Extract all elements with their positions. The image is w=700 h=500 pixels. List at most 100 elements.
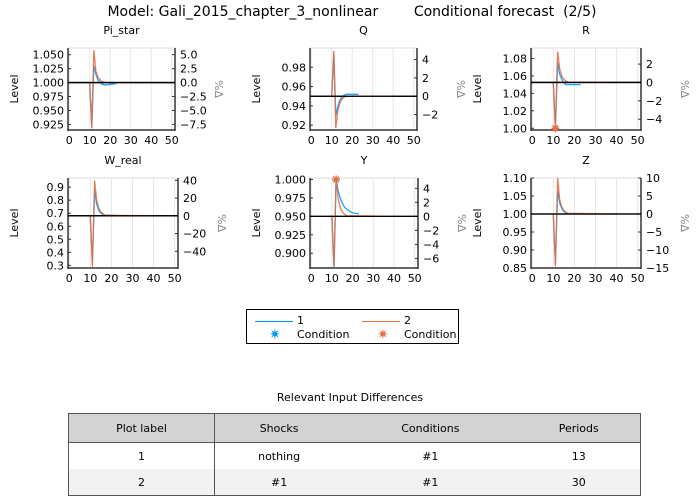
x-tick-label: 50 (165, 134, 179, 147)
y2-tick-label: −2.5 (180, 91, 207, 104)
y-tick-label: 1.02 (503, 105, 528, 118)
y2-tick-label: 0.0 (180, 77, 198, 90)
y-tick-label: 1.000 (33, 77, 65, 90)
y-tick-label: 0.6 (47, 220, 65, 233)
panel-title: W_real (104, 154, 141, 167)
x-tick-label: 20 (567, 134, 581, 147)
y2-tick-label: 4 (422, 54, 429, 67)
y-axis-label: Level (8, 208, 21, 237)
cell-periods: 30 (517, 469, 641, 496)
panel-title: Pi_star (103, 24, 140, 37)
y2-tick-label: 0 (422, 90, 429, 103)
y-tick-label: 0.975 (33, 91, 65, 104)
x-tick-label: 30 (125, 272, 139, 285)
y-tick-label: 0.3 (47, 259, 65, 272)
y-tick-label: 0.95 (503, 226, 528, 239)
y2-tick-label: −5.0 (180, 104, 207, 117)
x-tick-label: 30 (588, 134, 602, 147)
header-shocks: Shocks (214, 413, 344, 443)
y2-tick-label: 2 (646, 58, 653, 71)
y-tick-label: 0.94 (282, 100, 307, 113)
table-row: 1 nothing #1 13 (68, 442, 641, 469)
y-tick-label: 0.9 (47, 181, 65, 194)
cell-conditions: #1 (422, 449, 439, 463)
y2-tick-label: −7.5 (180, 118, 207, 131)
y2-tick-label: 10 (646, 172, 660, 185)
y-tick-label: 0.925 (275, 229, 307, 242)
x-tick-label: 10 (83, 272, 97, 285)
y2-tick-label: 0 (423, 210, 430, 223)
condition-star-icon (551, 124, 560, 133)
y2-tick-label: −10 (646, 244, 669, 257)
cell-shocks: #1 (214, 469, 344, 496)
y2-tick-label: −4 (646, 113, 662, 126)
main-title: Model: Gali_2015_chapter_3_nonlinear Con… (107, 4, 596, 20)
y2-tick-label: 2 (422, 72, 429, 85)
x-tick-label: 10 (83, 134, 97, 147)
series-line-2 (552, 51, 617, 129)
y-tick-label: 0.92 (282, 119, 307, 132)
x-tick-label: 50 (407, 134, 421, 147)
x-tick-label: 40 (144, 134, 158, 147)
y2-axis-label: %Δ (678, 214, 691, 232)
y-tick-label: 0.950 (275, 210, 307, 223)
y2-tick-label: −15 (646, 262, 669, 275)
panel-title: Z (582, 154, 590, 167)
y-tick-label: 0.7 (47, 207, 65, 220)
x-tick-label: 0 (529, 272, 536, 285)
y2-tick-label: 2.5 (180, 63, 198, 76)
y2-axis-label: %Δ (215, 214, 228, 232)
y-tick-label: 0.98 (282, 61, 307, 74)
x-tick-label: 10 (325, 134, 339, 147)
y-axis-label: Level (250, 74, 263, 103)
x-tick-label: 50 (168, 272, 182, 285)
y2-axis-label: %Δ (454, 80, 467, 98)
x-tick-label: 50 (408, 272, 422, 285)
y2-tick-label: 20 (183, 192, 197, 205)
y-axis-label: Level (471, 208, 484, 237)
legend-star-icon-1: ✷ (269, 327, 281, 343)
y-tick-label: 0.8 (47, 194, 65, 207)
y2-tick-label: −2 (423, 224, 439, 237)
y-tick-label: 0.85 (503, 262, 528, 275)
y-tick-label: 1.00 (503, 122, 528, 135)
input-differences-table: Plot label Shocks Conditions Periods 1 n… (68, 413, 641, 496)
y-tick-label: 1.00 (503, 208, 528, 221)
condition-star-icon (332, 175, 341, 184)
y2-tick-label: −2 (646, 95, 662, 108)
y2-axis-label: %Δ (212, 80, 225, 98)
x-tick-label: 40 (610, 134, 624, 147)
y2-tick-label: 0 (646, 208, 653, 221)
panel-title: Y (360, 154, 368, 167)
y-tick-label: 0.925 (33, 118, 65, 131)
table-title: Relevant Input Differences (276, 391, 424, 404)
x-tick-label: 30 (124, 134, 138, 147)
x-tick-label: 20 (346, 272, 360, 285)
x-tick-label: 40 (147, 272, 161, 285)
y-tick-label: 1.08 (503, 52, 528, 65)
forecast-plots: Model: Gali_2015_chapter_3_nonlinear Con… (8, 4, 691, 285)
y-tick-label: 1.025 (33, 63, 65, 76)
x-tick-label: 30 (588, 272, 602, 285)
x-tick-label: 0 (66, 272, 73, 285)
x-tick-label: 30 (366, 134, 380, 147)
panel-title: Q (359, 24, 368, 37)
series-line-2 (89, 180, 154, 267)
x-tick-label: 50 (631, 272, 645, 285)
y2-tick-label: 0 (183, 210, 190, 223)
series-line-2 (89, 50, 152, 129)
table-header-row: Plot label Shocks Conditions Periods (68, 413, 641, 443)
legend-label-2: 2 (404, 314, 411, 327)
y2-tick-label: −4 (423, 238, 439, 251)
y2-tick-label: −5 (646, 226, 662, 239)
x-tick-label: 40 (610, 272, 624, 285)
y-tick-label: 1.06 (503, 70, 528, 83)
y-tick-label: 1.05 (503, 190, 528, 203)
legend-condition-2: Condition (404, 328, 457, 341)
y2-tick-label: −20 (183, 228, 206, 241)
x-tick-label: 30 (366, 272, 380, 285)
y-tick-label: 1.050 (33, 49, 65, 62)
y-axis-label: Level (8, 74, 21, 103)
y-tick-label: 1.04 (503, 87, 528, 100)
y-tick-label: 0.900 (275, 247, 307, 260)
